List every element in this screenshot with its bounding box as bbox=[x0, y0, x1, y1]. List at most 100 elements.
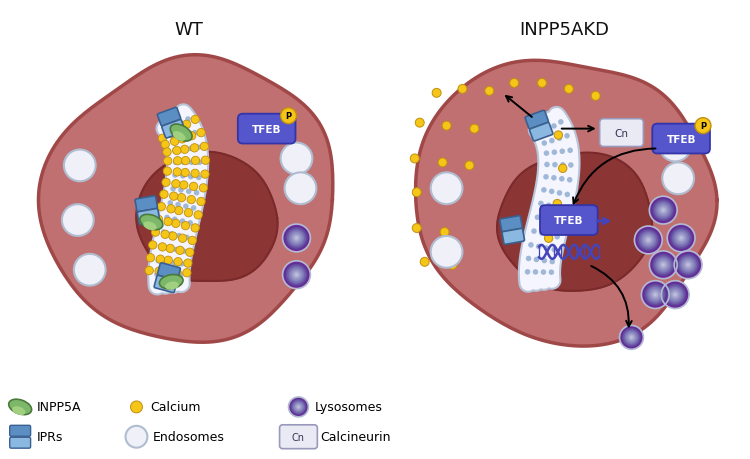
Circle shape bbox=[184, 259, 192, 267]
Circle shape bbox=[190, 144, 199, 152]
Circle shape bbox=[674, 293, 676, 296]
Circle shape bbox=[166, 205, 176, 213]
Circle shape bbox=[191, 169, 200, 178]
Circle shape bbox=[196, 174, 202, 180]
Circle shape bbox=[652, 199, 674, 221]
Circle shape bbox=[650, 288, 662, 301]
Circle shape bbox=[458, 84, 467, 93]
Text: INPP5AKD: INPP5AKD bbox=[519, 21, 609, 39]
Circle shape bbox=[166, 244, 175, 252]
Circle shape bbox=[176, 233, 182, 238]
Circle shape bbox=[164, 259, 169, 264]
Circle shape bbox=[148, 241, 157, 249]
Ellipse shape bbox=[170, 124, 192, 141]
Circle shape bbox=[669, 288, 681, 301]
Circle shape bbox=[554, 204, 560, 210]
Text: Lysosomes: Lysosomes bbox=[314, 402, 382, 414]
Circle shape bbox=[191, 115, 200, 123]
Circle shape bbox=[416, 118, 424, 127]
Circle shape bbox=[544, 245, 549, 251]
Circle shape bbox=[534, 257, 539, 262]
Circle shape bbox=[178, 234, 187, 242]
Circle shape bbox=[185, 116, 190, 122]
Circle shape bbox=[674, 251, 702, 279]
Circle shape bbox=[551, 175, 556, 180]
Circle shape bbox=[542, 140, 547, 146]
Circle shape bbox=[295, 273, 298, 276]
Circle shape bbox=[442, 121, 451, 130]
Circle shape bbox=[155, 267, 164, 275]
Circle shape bbox=[161, 140, 170, 149]
Circle shape bbox=[465, 161, 474, 170]
Circle shape bbox=[556, 135, 562, 141]
Circle shape bbox=[539, 230, 544, 236]
Circle shape bbox=[172, 268, 182, 276]
FancyBboxPatch shape bbox=[10, 437, 31, 448]
Circle shape bbox=[286, 227, 308, 249]
Circle shape bbox=[289, 397, 308, 417]
Circle shape bbox=[544, 151, 549, 156]
Circle shape bbox=[180, 147, 185, 152]
Circle shape bbox=[163, 267, 171, 276]
Circle shape bbox=[280, 108, 296, 123]
Circle shape bbox=[201, 156, 210, 164]
Circle shape bbox=[620, 325, 644, 349]
Circle shape bbox=[558, 119, 563, 125]
Circle shape bbox=[660, 207, 666, 213]
Circle shape bbox=[172, 125, 178, 131]
Circle shape bbox=[182, 248, 187, 254]
Circle shape bbox=[550, 259, 555, 264]
Circle shape bbox=[178, 187, 184, 193]
Circle shape bbox=[621, 327, 642, 348]
FancyBboxPatch shape bbox=[280, 425, 317, 448]
Circle shape bbox=[677, 254, 699, 276]
Circle shape bbox=[660, 262, 666, 268]
Circle shape bbox=[284, 172, 316, 204]
Circle shape bbox=[160, 190, 168, 198]
Circle shape bbox=[656, 202, 671, 218]
Circle shape bbox=[201, 170, 209, 178]
Circle shape bbox=[644, 235, 653, 245]
Circle shape bbox=[186, 189, 191, 194]
Circle shape bbox=[188, 174, 194, 179]
Circle shape bbox=[645, 237, 651, 243]
Circle shape bbox=[172, 148, 178, 154]
Circle shape bbox=[62, 204, 94, 236]
Circle shape bbox=[162, 178, 170, 186]
Circle shape bbox=[169, 232, 177, 240]
Circle shape bbox=[564, 133, 570, 139]
FancyBboxPatch shape bbox=[10, 425, 31, 436]
Text: IPRs: IPRs bbox=[37, 431, 64, 444]
Circle shape bbox=[560, 162, 566, 168]
Circle shape bbox=[675, 232, 687, 244]
Circle shape bbox=[629, 335, 634, 340]
Circle shape bbox=[293, 272, 299, 278]
Circle shape bbox=[170, 272, 176, 278]
Circle shape bbox=[420, 257, 429, 266]
Circle shape bbox=[172, 217, 178, 222]
Circle shape bbox=[170, 137, 178, 146]
Circle shape bbox=[674, 230, 689, 246]
Circle shape bbox=[164, 157, 172, 165]
Circle shape bbox=[191, 156, 200, 165]
Circle shape bbox=[658, 260, 668, 269]
FancyBboxPatch shape bbox=[158, 263, 181, 280]
Circle shape bbox=[164, 215, 170, 220]
Circle shape bbox=[182, 221, 190, 230]
Circle shape bbox=[658, 206, 668, 215]
Circle shape bbox=[525, 269, 530, 274]
Circle shape bbox=[561, 206, 567, 212]
Circle shape bbox=[171, 260, 177, 265]
Circle shape bbox=[552, 162, 558, 168]
Circle shape bbox=[528, 242, 534, 248]
Circle shape bbox=[625, 330, 638, 344]
Circle shape bbox=[680, 257, 696, 273]
Circle shape bbox=[158, 202, 166, 211]
Circle shape bbox=[192, 130, 197, 135]
Circle shape bbox=[541, 269, 546, 275]
Circle shape bbox=[432, 89, 441, 97]
Circle shape bbox=[685, 262, 691, 268]
Circle shape bbox=[536, 244, 542, 249]
Circle shape bbox=[164, 218, 172, 226]
Text: Cn: Cn bbox=[614, 129, 628, 139]
